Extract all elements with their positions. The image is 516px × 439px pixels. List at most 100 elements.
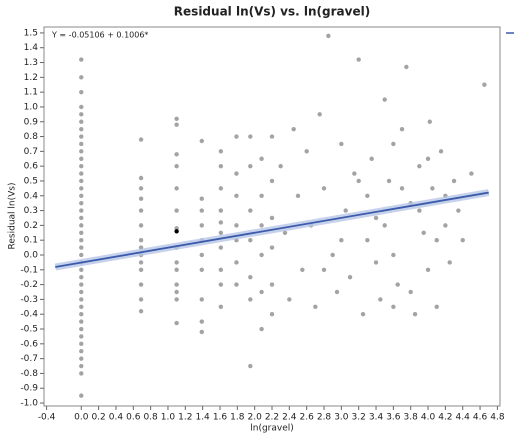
data-point (199, 319, 204, 324)
data-point (248, 134, 253, 139)
data-point (404, 64, 409, 70)
data-point (138, 223, 144, 228)
data-point (248, 297, 253, 302)
y-tick-label: 1.0 (24, 102, 39, 112)
y-tick-label: -0.6 (20, 339, 38, 349)
data-point (417, 208, 422, 213)
data-point (391, 252, 396, 258)
data-point (218, 149, 224, 154)
data-point (199, 196, 204, 201)
data-point (291, 126, 296, 132)
data-point (269, 312, 275, 317)
data-point (248, 363, 253, 369)
data-point (339, 237, 344, 243)
x-tick-label: 3.6 (386, 413, 401, 423)
data-point (218, 163, 224, 169)
data-point (174, 152, 179, 157)
data-point (234, 193, 239, 198)
data-point (287, 297, 292, 302)
data-point (234, 223, 239, 228)
x-axis-label: ln(gravel) (250, 424, 294, 434)
y-tick-label: 0.3 (24, 206, 38, 216)
data-point (174, 186, 179, 191)
x-tick-label: 3.2 (352, 413, 366, 423)
y-tick-label: 0.2 (24, 221, 38, 231)
data-point (79, 223, 84, 228)
x-tick-label: 0.4 (109, 413, 124, 423)
data-point (269, 178, 275, 184)
data-point (79, 57, 84, 62)
data-point (269, 282, 275, 287)
data-point (234, 171, 239, 176)
data-point (138, 260, 144, 265)
data-point (347, 274, 353, 280)
data-point (138, 175, 144, 181)
data-point (199, 138, 204, 144)
data-point (259, 223, 264, 228)
data-point (174, 208, 179, 213)
data-point (399, 126, 405, 132)
data-point (138, 297, 144, 302)
data-point (278, 163, 283, 169)
data-point (218, 304, 224, 310)
data-point (79, 156, 84, 161)
data-point (334, 289, 340, 295)
data-point (79, 371, 84, 376)
data-point (79, 134, 84, 139)
data-point (79, 89, 84, 95)
x-tick-label: 1.4 (195, 413, 210, 423)
data-point (373, 215, 379, 221)
data-point (79, 274, 84, 280)
y-tick-label: -0.7 (20, 354, 38, 364)
data-point (199, 223, 204, 228)
data-point (79, 282, 84, 287)
data-point (259, 193, 264, 198)
data-point (79, 186, 84, 191)
data-point (79, 267, 84, 272)
data-point (79, 208, 84, 213)
x-tick-label: 0.8 (143, 413, 158, 423)
data-point (259, 326, 264, 332)
data-point (199, 297, 204, 302)
x-tick-label: 4.6 (473, 413, 488, 423)
data-point (430, 186, 435, 191)
data-point (218, 220, 224, 225)
x-tick-label: 4.8 (490, 413, 505, 423)
data-point (79, 230, 84, 235)
data-point (174, 267, 179, 272)
y-tick-label: -0.2 (20, 280, 38, 290)
data-point (218, 208, 224, 213)
data-point (365, 193, 370, 198)
data-point (386, 178, 392, 184)
x-tick-label: 1.0 (161, 413, 176, 423)
data-point (218, 230, 224, 235)
x-tick-label: -0.4 (38, 413, 56, 423)
y-tick-label: -0.5 (20, 325, 38, 335)
data-point (79, 363, 84, 369)
x-tick-label: 4.2 (438, 413, 452, 423)
data-point (391, 141, 396, 147)
data-point (79, 193, 84, 198)
data-point (234, 134, 239, 139)
chart-title: Residual ln(Vs) vs. ln(gravel) (174, 5, 370, 19)
data-point (79, 237, 84, 243)
data-point (138, 186, 144, 191)
data-point (138, 196, 144, 201)
x-tick-label: 2.2 (265, 413, 279, 423)
data-point (360, 312, 366, 317)
data-point (417, 163, 422, 169)
y-tick-label: -0.8 (20, 369, 38, 379)
data-point (321, 186, 327, 191)
y-tick-label: 1.5 (24, 28, 38, 38)
data-point (282, 230, 288, 235)
data-point (248, 208, 253, 213)
y-tick-label: 0.0 (24, 250, 39, 260)
data-point (79, 349, 84, 354)
data-point (174, 282, 179, 287)
data-point (174, 260, 179, 265)
data-point (421, 230, 426, 235)
data-point (218, 267, 224, 272)
x-tick-label: 1.8 (230, 413, 245, 423)
data-point (79, 75, 84, 80)
data-point (248, 274, 253, 280)
